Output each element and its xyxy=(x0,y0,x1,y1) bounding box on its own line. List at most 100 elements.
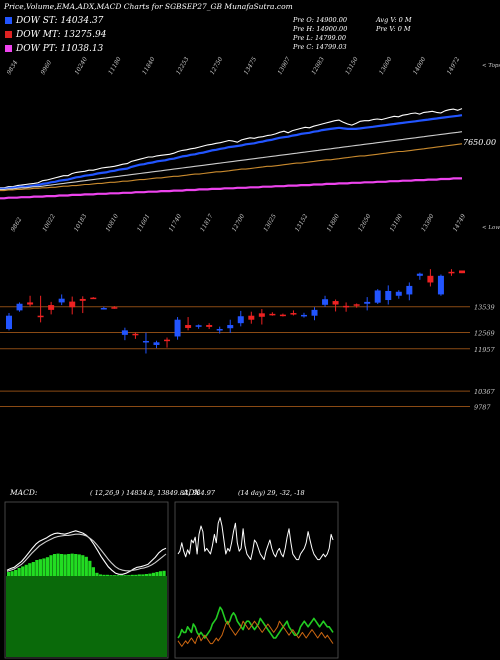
legend-dow-pt-label: DOW PT: 11038.13 xyxy=(16,44,104,54)
macd-histogram-bar xyxy=(88,560,92,576)
macd-histogram-bar xyxy=(81,555,85,576)
candle-body xyxy=(322,299,329,305)
low-tick-label: 10183 xyxy=(73,213,89,233)
legend-dow-mt: DOW MT: 13275.94 xyxy=(3,29,175,42)
top-tick-label: 12983 xyxy=(310,56,326,76)
macd-histogram-bar xyxy=(31,562,35,576)
macd-histogram-bar xyxy=(151,572,156,576)
adx-series-0 xyxy=(177,517,334,561)
low-tick-label: 14749 xyxy=(452,213,468,233)
macd-histogram-bar xyxy=(77,554,81,576)
macd-histogram-bar xyxy=(21,566,25,576)
macd-histogram-bar xyxy=(148,573,152,576)
candle-body xyxy=(364,301,371,304)
quote-prev-volume: Pre V: 0 M xyxy=(376,25,411,33)
macd-histogram-bar xyxy=(42,558,46,576)
top-tick-label: 12750 xyxy=(209,56,225,76)
ema-series-1 xyxy=(0,114,463,190)
candle-body xyxy=(416,273,423,276)
macd-histogram-bar xyxy=(56,553,60,576)
macd-label: MACD: xyxy=(9,488,38,497)
candle-body xyxy=(237,316,244,324)
candle-body xyxy=(79,298,86,301)
adx-label: ADX xyxy=(182,488,200,497)
macd-histogram-bar xyxy=(134,574,138,576)
macd-histogram-bar xyxy=(102,574,106,576)
candle-body xyxy=(132,333,139,336)
candle-body xyxy=(69,301,76,308)
macd-lower-fill xyxy=(6,576,167,657)
candle-body xyxy=(290,313,297,315)
macd-histogram-bar xyxy=(74,554,78,576)
macd-histogram-bar xyxy=(127,575,131,576)
candle-body xyxy=(16,303,23,311)
top-tick-label: 12253 xyxy=(175,56,191,76)
macd-histogram-bar xyxy=(28,563,32,576)
macd-histogram-bar xyxy=(35,560,39,576)
candle-body xyxy=(258,313,265,317)
macd-histogram-bar xyxy=(49,555,53,576)
quote-close: Pre C: 14799.03 xyxy=(293,43,347,51)
candle-body xyxy=(100,308,107,310)
candle-body xyxy=(27,302,34,305)
candle-body xyxy=(448,271,455,274)
low-tick-label: 13190 xyxy=(389,213,405,233)
ema-panel: 9834 9960 10240 11180 11840 12253 12750 13475 13… xyxy=(0,56,500,200)
low-tick-label: 12650 xyxy=(357,213,373,233)
legend-swatch-mt xyxy=(5,31,12,38)
quote-low: Pre L: 14799.00 xyxy=(293,34,346,42)
candle-body xyxy=(279,314,286,317)
low-tick-label: 10810 xyxy=(104,213,120,233)
quote-high: Pre H: 14900.00 xyxy=(293,25,348,33)
candle-body xyxy=(6,315,12,330)
top-tick-label: 9834 xyxy=(6,59,20,76)
low-tick-label: 13390 xyxy=(420,213,436,233)
macd-histogram-bar xyxy=(17,568,21,576)
candle-body xyxy=(374,290,381,303)
legend-swatch-pt xyxy=(5,45,12,52)
ema-series-3 xyxy=(0,143,463,192)
macd-histogram-bar xyxy=(155,572,159,576)
macd-histogram-bar xyxy=(130,574,134,576)
macd-histogram-bar xyxy=(105,574,110,576)
macd-histogram-bar xyxy=(98,574,103,576)
low-tick-label: 13152 xyxy=(294,213,310,233)
candle-body xyxy=(164,339,171,342)
ema-series-2 xyxy=(0,131,463,190)
low-tick-label: 12700 xyxy=(231,213,247,233)
top-tick-label: 10240 xyxy=(73,56,89,76)
macd-histogram-bar xyxy=(84,556,88,576)
top-tick-label: 11840 xyxy=(141,56,157,76)
chart-title: Price,Volume,EMA,ADX,MACD Charts for SGB… xyxy=(4,2,293,11)
candle-body xyxy=(437,275,444,295)
macd-histogram-bar xyxy=(38,559,42,576)
candle-body xyxy=(142,340,149,343)
candle-body xyxy=(37,315,44,318)
low-tick-label: 10022 xyxy=(41,213,57,233)
ema-series-4 xyxy=(0,177,462,200)
macd-histogram-bar xyxy=(113,575,117,576)
low-axis-note: < Lows xyxy=(482,225,500,231)
candle-body xyxy=(216,329,223,331)
macd-histogram-bar xyxy=(52,554,57,576)
macd-histogram-bar xyxy=(45,557,50,576)
macd-series-1 xyxy=(6,533,167,572)
macd-histogram-bar xyxy=(137,574,141,576)
quote-avg-volume: Avg V: 0 M xyxy=(376,16,412,24)
candle-body xyxy=(311,309,318,316)
level-label: 13539 xyxy=(474,304,495,312)
legend-dow-mt-label: DOW MT: 13275.94 xyxy=(16,30,107,40)
top-tick-label: 9960 xyxy=(40,59,54,76)
macd-histogram-bar xyxy=(14,570,18,576)
macd-histogram-bar xyxy=(10,571,14,576)
legend-dow-st: DOW ST: 14034.37 xyxy=(3,15,175,28)
candle-body xyxy=(406,285,413,295)
candle-body xyxy=(427,275,434,283)
low-tick-label: 11740 xyxy=(168,213,184,233)
low-tick-label: 11817 xyxy=(199,213,215,233)
macd-histogram-bar xyxy=(91,567,95,576)
candle-body xyxy=(185,325,192,328)
candle-body xyxy=(332,301,339,305)
top-tick-label: 13907 xyxy=(276,56,292,76)
